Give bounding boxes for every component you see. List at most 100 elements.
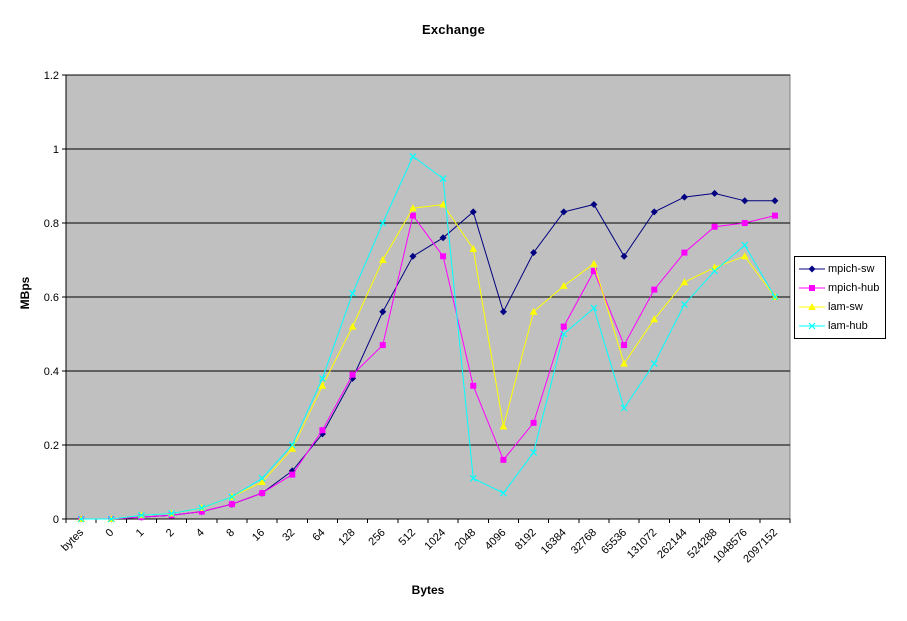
square-marker-icon: [500, 456, 507, 463]
square-marker-icon: [379, 342, 386, 349]
triangle-marker-icon: [469, 244, 478, 252]
series-line-lam-hub: [81, 155, 776, 520]
square-marker-icon: [651, 286, 658, 293]
triangle-marker-icon: [439, 200, 447, 208]
y-tick-label: 0: [53, 514, 59, 526]
legend-diamond-glyph: [808, 265, 816, 273]
diamond-marker-icon: [409, 252, 417, 260]
legend: mpich-sw mpich-hub lam-sw lam-hub: [794, 256, 887, 339]
diamond-marker-icon: [741, 197, 749, 205]
x-marker-icon: [711, 267, 719, 275]
diamond-marker-icon: [620, 252, 628, 260]
x-marker-icon: [741, 241, 749, 249]
triangle-marker-icon: [318, 381, 327, 389]
legend-item-lam-sw: lam-sw: [799, 301, 879, 313]
triangle-marker-icon: [740, 252, 749, 260]
x-marker-icon: [288, 441, 296, 449]
x-category-label: 4: [194, 527, 207, 540]
x-marker-icon: [620, 404, 628, 412]
triangle-marker-icon: [348, 322, 357, 330]
diamond-marker-icon: [680, 193, 688, 201]
triangle-marker-icon: [499, 422, 508, 430]
x-category-label: 0: [104, 527, 117, 540]
x-marker-icon: [318, 374, 326, 382]
triangle-marker-icon: [409, 204, 417, 212]
chart-title: Exchange: [421, 22, 485, 37]
triangle-marker-icon: [378, 256, 387, 263]
triangle-marker-icon: [529, 307, 538, 315]
square-marker-icon: [228, 501, 235, 508]
triangle-marker-icon: [590, 259, 598, 267]
x-marker-icon: [349, 289, 357, 297]
square-marker-icon: [621, 342, 628, 349]
x-category-label: 32768: [569, 527, 599, 557]
x-marker-icon: [258, 474, 266, 482]
square-marker-icon: [711, 223, 718, 230]
square-marker-icon: [289, 471, 296, 478]
legend-x-glyph: [808, 322, 816, 330]
x-category-label: 512: [397, 527, 418, 548]
diamond-marker-icon: [499, 308, 507, 316]
x-marker-icon: [107, 515, 115, 523]
legend-item-mpich-sw: mpich-sw: [799, 263, 879, 275]
square-marker-icon: [440, 253, 447, 260]
square-marker-icon: [470, 382, 477, 389]
diamond-marker-icon: [439, 234, 447, 242]
x-category-label: bytes: [59, 526, 86, 553]
x-category-label: 2048: [453, 527, 479, 553]
series-lam-hub: [77, 152, 779, 523]
diamond-marker-icon: [530, 249, 538, 257]
square-marker-icon: [259, 490, 266, 497]
x-category-label: 131072: [625, 527, 659, 561]
triangle-marker-icon: [559, 281, 568, 289]
square-marker-icon: [198, 508, 205, 515]
square-marker-icon: [590, 268, 597, 275]
x-category-label: 64: [310, 527, 327, 544]
x-category-label: 4096: [483, 527, 509, 553]
y-tick-label: 0.2: [44, 440, 59, 452]
y-tick-label: 0.8: [44, 218, 59, 230]
x-category-label: 16: [250, 527, 267, 544]
square-marker-icon: [741, 220, 748, 226]
x-marker-icon: [590, 304, 598, 312]
x-marker-icon: [469, 474, 477, 482]
diamond-marker-icon: [469, 208, 477, 216]
series-line-mpich-hub: [81, 214, 776, 520]
legend-square-marker-icon: [799, 285, 825, 291]
x-marker-icon: [560, 330, 568, 338]
square-marker-icon: [560, 323, 567, 330]
x-category-label: 1024: [422, 527, 448, 553]
y-tick-label: 1.2: [44, 70, 59, 82]
diamond-marker-icon: [650, 208, 658, 216]
triangle-marker-icon: [620, 359, 628, 367]
x-category-label: 32: [280, 527, 297, 544]
x-marker-icon: [499, 489, 507, 497]
legend-square-glyph: [809, 285, 815, 291]
x-marker-icon: [771, 293, 779, 301]
x-marker-icon: [650, 360, 658, 368]
triangle-marker-icon: [288, 444, 297, 452]
x-marker-icon: [409, 152, 417, 160]
x-category-label: 2: [164, 527, 177, 540]
x-category-label: 8192: [513, 527, 539, 553]
x-marker-icon: [439, 175, 447, 183]
x-category-label: 256: [366, 527, 387, 548]
x-marker-icon: [680, 300, 688, 308]
diamond-marker-icon: [560, 208, 568, 216]
legend-item-lam-hub: lam-hub: [799, 320, 879, 332]
x-category-label: 128: [336, 527, 357, 548]
square-marker-icon: [530, 419, 537, 426]
legend-x-marker-icon: [799, 322, 825, 330]
triangle-marker-icon: [680, 278, 689, 286]
x-category-label: 8: [224, 527, 237, 540]
legend-label: mpich-hub: [828, 282, 880, 294]
diamond-marker-icon: [771, 197, 779, 205]
legend-label: lam-hub: [828, 320, 868, 332]
y-tick-label: 1: [53, 144, 59, 156]
x-marker-icon: [137, 511, 145, 519]
diamond-marker-icon: [379, 308, 387, 316]
legend-item-mpich-hub: mpich-hub: [799, 282, 879, 294]
y-tick-label: 0.6: [44, 292, 59, 304]
